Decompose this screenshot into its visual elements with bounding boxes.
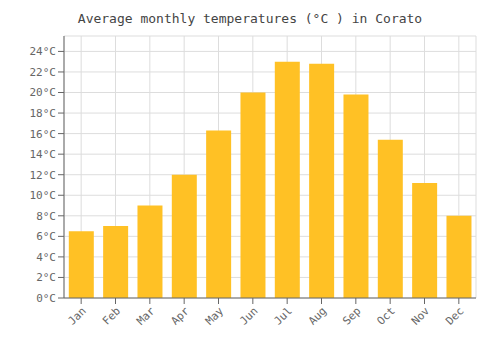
svg-text:Aug: Aug [306,304,329,327]
svg-text:20°C: 20°C [30,86,57,99]
svg-text:Jan: Jan [66,304,89,327]
svg-text:Jul: Jul [272,304,295,327]
svg-text:Nov: Nov [409,304,433,328]
svg-text:Sep: Sep [340,304,363,327]
svg-text:Jun: Jun [237,304,260,327]
svg-text:Apr: Apr [169,304,193,328]
svg-text:10°C: 10°C [30,189,57,202]
svg-text:4°C: 4°C [36,251,56,264]
svg-text:0°C: 0°C [36,292,56,305]
svg-text:2°C: 2°C [36,271,56,284]
svg-text:24°C: 24°C [30,45,57,58]
svg-text:14°C: 14°C [30,148,57,161]
svg-text:Dec: Dec [443,304,466,327]
svg-text:May: May [203,304,227,328]
svg-text:12°C: 12°C [30,169,57,182]
svg-text:16°C: 16°C [30,128,57,141]
svg-text:8°C: 8°C [36,210,56,223]
html-text:Average monthly temperatures (: Average monthly temperatures (°C ) in Co… [77,11,423,26]
svg-text:18°C: 18°C [30,107,57,120]
svg-text:6°C: 6°C [36,230,56,243]
svg-text:Oct: Oct [375,304,398,327]
svg-text:Mar: Mar [134,304,158,328]
svg-text:Feb: Feb [100,304,123,327]
svg-text:22°C: 22°C [30,66,57,79]
